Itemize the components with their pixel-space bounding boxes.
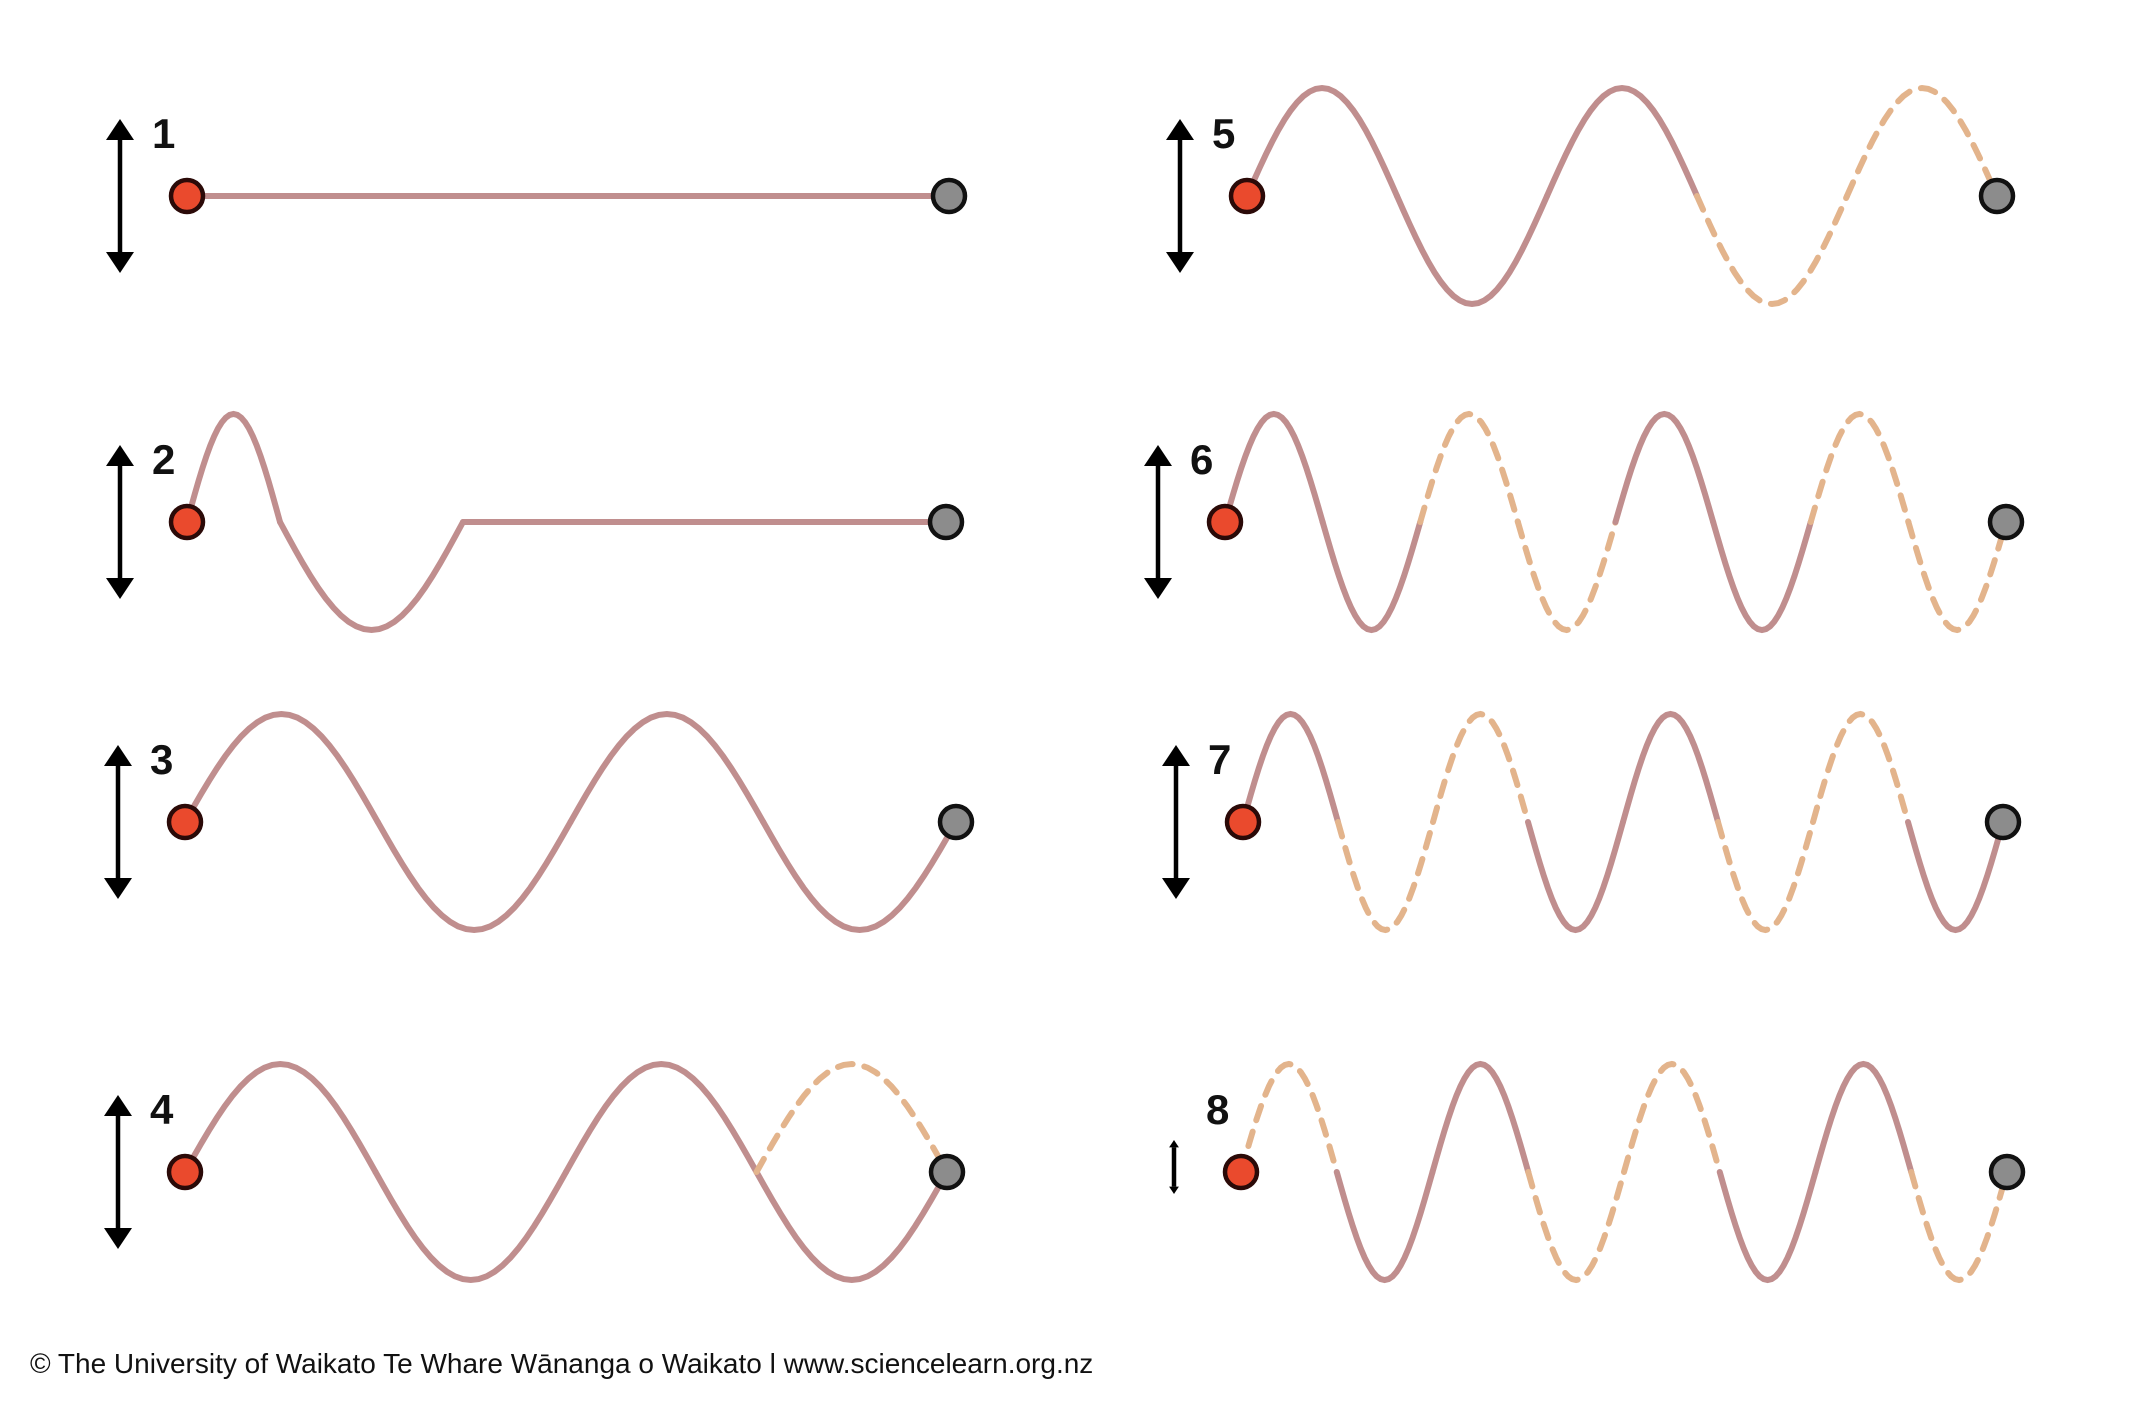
svg-text:1: 1 bbox=[152, 110, 175, 157]
svg-text:7: 7 bbox=[1208, 736, 1231, 783]
svg-text:6: 6 bbox=[1190, 436, 1213, 483]
svg-text:5: 5 bbox=[1212, 110, 1235, 157]
svg-text:8: 8 bbox=[1206, 1086, 1229, 1133]
svg-text:3: 3 bbox=[150, 736, 173, 783]
svg-text:2: 2 bbox=[152, 436, 175, 483]
svg-text:4: 4 bbox=[150, 1086, 174, 1133]
